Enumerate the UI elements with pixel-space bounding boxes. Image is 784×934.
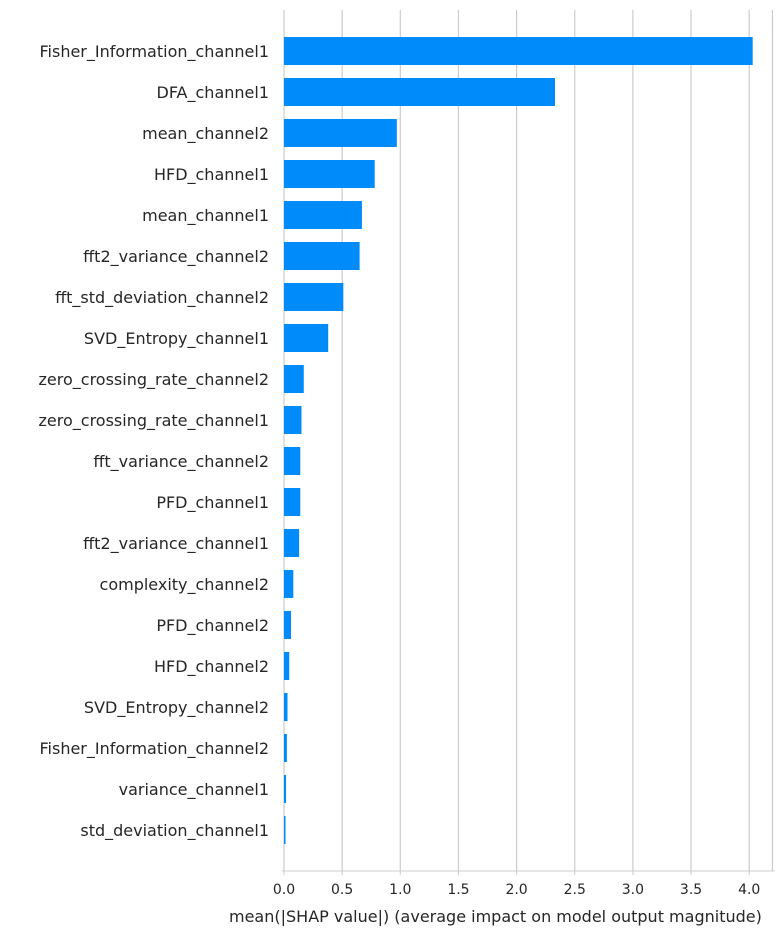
y-label-HFD_channel1: HFD_channel1 [154, 165, 269, 185]
bar-DFA_channel1 [284, 78, 555, 106]
bar-fft_std_deviation_channel2 [284, 283, 344, 311]
y-axis-labels: Fisher_Information_channel1 DFA_channel1m… [39, 42, 269, 841]
bar-Fisher_Information_channel2 [284, 734, 287, 762]
x-tick-label-4.0: 4.0 [738, 882, 760, 898]
y-label-zero_crossing_rate_channel1: zero_crossing_rate_channel1 [39, 411, 269, 431]
bar-fft2_variance_channel1 [284, 529, 300, 557]
bar-std_deviation_channel1 [284, 816, 286, 844]
y-label-Fisher_Information_channel1: Fisher_Information_channel1 [40, 42, 270, 62]
y-label-fft2_variance_channel1: fft2_variance_channel1 [83, 534, 269, 554]
x-tick-label-3.0: 3.0 [622, 882, 644, 898]
y-label-PFD_channel2: PFD_channel2 [156, 616, 269, 636]
y-label-DFA_channel1: DFA_channel1 [157, 83, 270, 103]
y-label-fft_std_deviation_channel2: fft_std_deviation_channel2 [55, 288, 269, 308]
y-label-zero_crossing_rate_channel2: zero_crossing_rate_channel2 [39, 370, 269, 390]
x-tick-label-3.5: 3.5 [680, 882, 702, 898]
x-axis-ticks: 0.0 0.5 1.0 1.5 2.0 2.5 3.0 3.5 4.0 [273, 871, 760, 898]
y-label-fft2_variance_channel2: fft2_variance_channel2 [83, 247, 269, 267]
bar-Fisher_Information_channel1 [284, 37, 753, 65]
y-label-std_deviation_channel1: std_deviation_channel1 [80, 821, 269, 841]
y-label-PFD_channel1: PFD_channel1 [156, 493, 269, 513]
y-label-variance_channel1: variance_channel1 [119, 780, 269, 800]
x-tick-label-0.0: 0.0 [273, 882, 295, 898]
x-tick-label-1.5: 1.5 [447, 882, 469, 898]
bar-complexity_channel2 [284, 570, 294, 598]
x-tick-label-0.5: 0.5 [331, 882, 353, 898]
bar-SVD_Entropy_channel2 [284, 693, 288, 721]
x-tick-label-2.5: 2.5 [564, 882, 586, 898]
x-axis-label: mean(|SHAP value|) (average impact on mo… [229, 907, 762, 926]
x-gridlines [283, 10, 774, 871]
y-label-Fisher_Information_channel2: Fisher_Information_channel2 [40, 739, 270, 759]
bar-zero_crossing_rate_channel1 [284, 406, 302, 434]
bar-fft2_variance_channel2 [284, 242, 360, 270]
bar-PFD_channel1 [284, 488, 301, 516]
y-label-HFD_channel2: HFD_channel2 [154, 657, 269, 677]
bar-SVD_Entropy_channel1 [284, 324, 329, 352]
bar-HFD_channel1 [284, 160, 375, 188]
bar-zero_crossing_rate_channel2 [284, 365, 304, 393]
bar-fft_variance_channel2 [284, 447, 301, 475]
y-label-complexity_channel2: complexity_channel2 [100, 575, 269, 595]
bar-mean_channel2 [284, 119, 397, 147]
y-label-SVD_Entropy_channel2: SVD_Entropy_channel2 [84, 698, 269, 718]
y-label-mean_channel1: mean_channel1 [142, 206, 269, 226]
x-tick-label-1.0: 1.0 [389, 882, 411, 898]
bars-group [284, 37, 753, 844]
bar-PFD_channel2 [284, 611, 291, 639]
bar-variance_channel1 [284, 775, 287, 803]
y-label-mean_channel2: mean_channel2 [142, 124, 269, 144]
y-label-SVD_Entropy_channel1: SVD_Entropy_channel1 [84, 329, 269, 349]
bar-HFD_channel2 [284, 652, 290, 680]
y-label-fft_variance_channel2: fft_variance_channel2 [93, 452, 269, 472]
bar-mean_channel1 [284, 201, 362, 229]
x-tick-label-2.0: 2.0 [505, 882, 527, 898]
